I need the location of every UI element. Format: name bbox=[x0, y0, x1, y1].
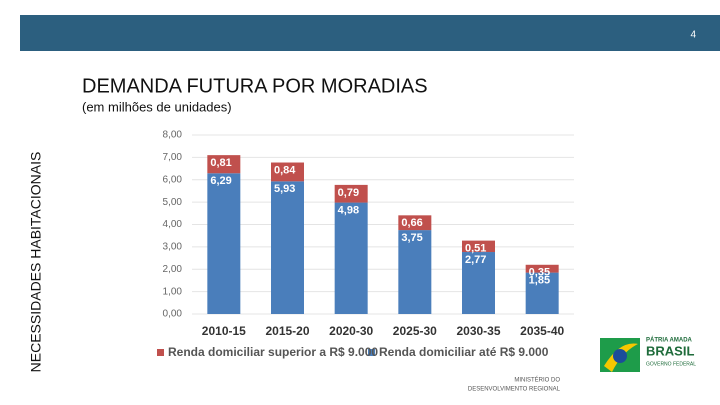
y-tick-label: 6,00 bbox=[163, 174, 183, 185]
footer-logo: MINISTÉRIO DO DESENVOLVIMENTO REGIONAL P… bbox=[468, 337, 696, 393]
bar-segment bbox=[462, 240, 495, 253]
data-label: 0,51 bbox=[465, 243, 486, 255]
data-label: 0,84 bbox=[274, 164, 296, 176]
bar-segment bbox=[207, 173, 241, 314]
page-number: 4 bbox=[690, 30, 696, 41]
brand-text: PÁTRIA AMADA bbox=[646, 337, 693, 344]
data-label: 2,77 bbox=[465, 254, 486, 266]
bar-segment bbox=[525, 264, 559, 273]
legend-swatch bbox=[368, 349, 375, 356]
data-label: 0,66 bbox=[401, 217, 422, 229]
data-label: 6,29 bbox=[210, 175, 231, 187]
bar-segment bbox=[462, 252, 495, 314]
bar-segment bbox=[334, 202, 368, 314]
x-tick-label: 2025-30 bbox=[393, 324, 437, 338]
y-tick-label: 0,00 bbox=[163, 309, 183, 320]
bar-segment bbox=[271, 162, 304, 182]
brand-text: GOVERNO FEDERAL bbox=[646, 361, 696, 367]
side-label: NECESSIDADES HABITACIONAIS bbox=[28, 152, 44, 373]
bar-segment bbox=[334, 184, 368, 203]
x-tick-label: 2030-35 bbox=[456, 324, 500, 338]
brand-text: BRASIL bbox=[646, 343, 694, 358]
data-label: 0,79 bbox=[338, 187, 359, 199]
x-tick-label: 2010-15 bbox=[202, 324, 246, 338]
y-tick-label: 3,00 bbox=[163, 242, 183, 253]
y-tick-label: 4,00 bbox=[163, 219, 183, 230]
data-label: 5,93 bbox=[274, 183, 295, 195]
y-tick-label: 1,00 bbox=[163, 286, 183, 297]
bar-segment bbox=[271, 181, 304, 314]
logo-mark bbox=[613, 349, 627, 363]
data-label: 4,98 bbox=[338, 204, 359, 216]
y-tick-label: 5,00 bbox=[163, 197, 183, 208]
chart-title: DEMANDA FUTURA POR MORADIAS bbox=[82, 75, 428, 97]
x-tick-label: 2035-40 bbox=[520, 324, 564, 338]
bar-segment bbox=[398, 230, 432, 314]
bar-segment bbox=[398, 215, 432, 231]
data-label: 0,81 bbox=[210, 157, 231, 169]
chart-subtitle: (em milhões de unidades) bbox=[82, 99, 232, 114]
bar-segment bbox=[207, 155, 241, 174]
y-tick-label: 7,00 bbox=[163, 152, 183, 163]
ministry-text: MINISTÉRIO DO bbox=[514, 377, 560, 384]
y-tick-label: 2,00 bbox=[163, 264, 183, 275]
legend-label: Renda domiciliar superior a R$ 9.000 bbox=[168, 345, 378, 359]
legend-label: Renda domiciliar até R$ 9.000 bbox=[379, 345, 549, 359]
y-tick-label: 8,00 bbox=[163, 130, 183, 141]
data-label: 0,35 bbox=[529, 267, 550, 279]
data-label: 1,85 bbox=[529, 275, 550, 287]
data-label: 3,75 bbox=[401, 232, 422, 244]
header-bar bbox=[20, 15, 720, 51]
x-tick-label: 2015-20 bbox=[265, 324, 309, 338]
x-tick-label: 2020-30 bbox=[329, 324, 373, 338]
legend-swatch bbox=[157, 349, 164, 356]
bar-segment bbox=[525, 272, 559, 314]
ministry-text: DESENVOLVIMENTO REGIONAL bbox=[468, 387, 561, 393]
